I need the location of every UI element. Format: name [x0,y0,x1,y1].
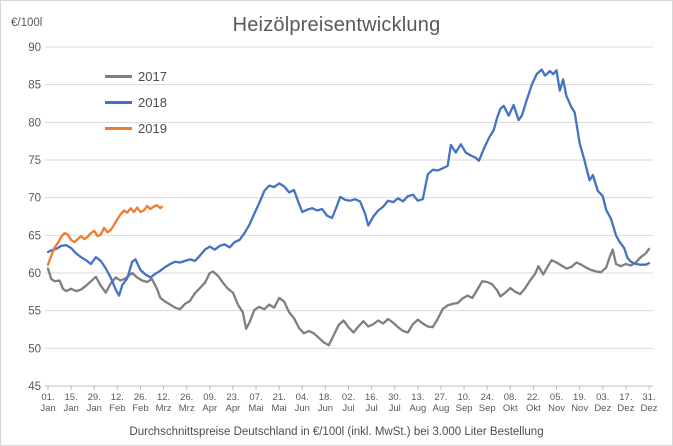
y-tick-label-65: 65 [28,230,41,242]
y-axis-title: €/100l [11,17,43,29]
legend-item-2018: 2018 [105,89,167,115]
x-tick-label-3: 12. Feb [109,392,125,414]
x-tick-label-26: 31. Dez [641,392,658,414]
x-tick-label-0: 01. Jan [40,392,55,414]
x-tick-label-23: 19. Nov [571,392,588,414]
legend: 2017 2018 2019 [105,63,167,141]
series-line-2017 [46,247,651,347]
legend-swatch-2017 [105,74,132,78]
x-tick-label-17: 27. Aug [433,392,450,414]
x-tick-label-19: 24. Sep [479,392,496,414]
y-tick-label-85: 85 [28,80,41,92]
y-tick-label-75: 75 [28,155,41,167]
chart-title: Heizölpreisentwicklung [232,14,441,36]
x-tick-label-22: 05. Nov [548,392,565,414]
y-tick-label-60: 60 [28,268,41,280]
x-tick-label-9: 07. Mai [248,392,263,414]
x-tick-label-21: 22. Okt [526,392,541,414]
legend-item-2019: 2019 [105,115,167,141]
x-tick-label-11: 04. Jun [295,392,310,414]
chart-caption: Durchschnittspreise Deutschland in €/100… [129,426,544,438]
x-tick-label-4: 26. Feb [132,392,148,414]
y-tick-label-45: 45 [28,381,41,393]
y-tick-label-90: 90 [28,42,41,54]
x-tick-label-5: 12. Mrz [156,392,172,414]
y-tick-label-70: 70 [28,193,41,205]
series-line-2018 [46,68,651,297]
x-tick-label-15: 30. Jul [388,392,401,414]
x-tick-label-7: 09. Apr [202,392,217,414]
x-tick-label-2: 29. Jan [87,392,102,414]
x-tick-label-18: 10. Sep [456,392,473,414]
x-tick-label-6: 26. Mrz [179,392,195,414]
y-tick-label-50: 50 [28,343,41,355]
x-tick-label-13: 02. Jul [342,392,355,414]
legend-label-2017: 2017 [138,68,167,84]
series-line-2019 [46,204,164,266]
y-tick-label-80: 80 [28,117,41,129]
x-tick-label-24: 03. Dez [594,392,611,414]
x-tick-label-20: 08. Okt [503,392,518,414]
legend-label-2018: 2018 [138,94,167,110]
legend-item-2017: 2017 [105,63,167,89]
y-tick-label-55: 55 [28,306,41,318]
x-tick-label-25: 17. Dez [617,392,634,414]
x-tick-label-16: 13. Aug [409,392,426,414]
legend-label-2019: 2019 [138,120,167,136]
x-tick-label-1: 15. Jan [63,392,78,414]
x-tick-label-10: 21. Mai [271,392,286,414]
legend-swatch-2018 [105,100,132,104]
x-tick-label-12: 18. Jun [318,392,333,414]
x-tick-label-8: 23. Apr [226,392,241,414]
x-tick-label-14: 16. Jul [365,392,378,414]
legend-swatch-2019 [105,126,132,130]
